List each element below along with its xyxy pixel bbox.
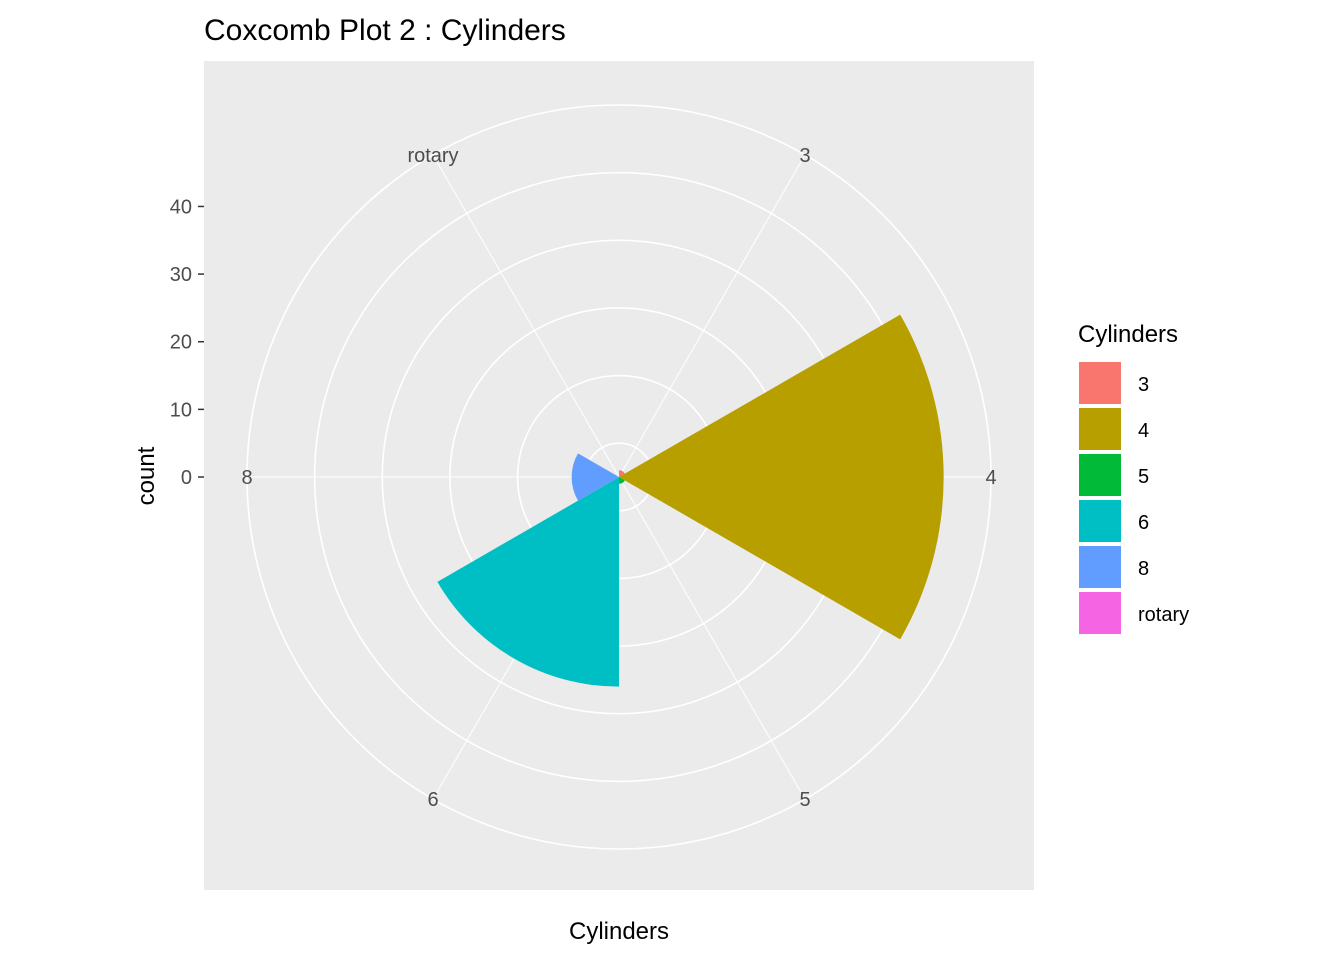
legend-key [1079,500,1121,542]
legend-key [1079,546,1121,588]
legend-label: 5 [1138,466,1149,488]
wedge-8 [571,453,619,501]
legend: Cylinders 3 4 5 6 8 rotary [1078,321,1189,634]
chart-title: Coxcomb Plot 2 : Cylinders [204,14,566,47]
wedges [437,314,944,687]
grid-spoke [618,476,806,800]
x-axis-title: Cylinders [569,918,669,945]
radial-axis: 0 10 20 30 40 [170,196,204,489]
legend-key [1079,454,1121,496]
r-tick-label: 40 [170,196,192,218]
angle-label: 6 [427,789,438,811]
r-tick-label: 10 [170,399,192,421]
grid-spoke [432,154,620,478]
legend-key [1079,408,1121,450]
legend-label: 6 [1138,512,1149,534]
angle-label: 8 [241,467,252,489]
angle-label: 3 [799,145,810,167]
r-tick-label: 20 [170,332,192,354]
grid-spoke [618,154,806,478]
angle-label: rotary [407,145,458,167]
wedge-4 [619,314,944,640]
legend-label: rotary [1138,604,1189,626]
legend-label: 3 [1138,374,1149,396]
wedge-5 [619,477,625,484]
legend-title: Cylinders [1078,321,1178,348]
legend-key [1079,362,1121,404]
legend-label: 4 [1138,420,1149,442]
legend-key [1079,592,1121,634]
angle-labels: 3 4 5 6 8 rotary [241,145,996,811]
r-tick-label: 30 [170,264,192,286]
angle-label: 4 [985,467,996,489]
wedge-6 [437,477,619,687]
y-axis-title: count [133,446,160,505]
angle-label: 5 [799,789,810,811]
r-tick-label: 0 [181,467,192,489]
legend-label: 8 [1138,558,1149,580]
wedge-3 [619,470,625,477]
